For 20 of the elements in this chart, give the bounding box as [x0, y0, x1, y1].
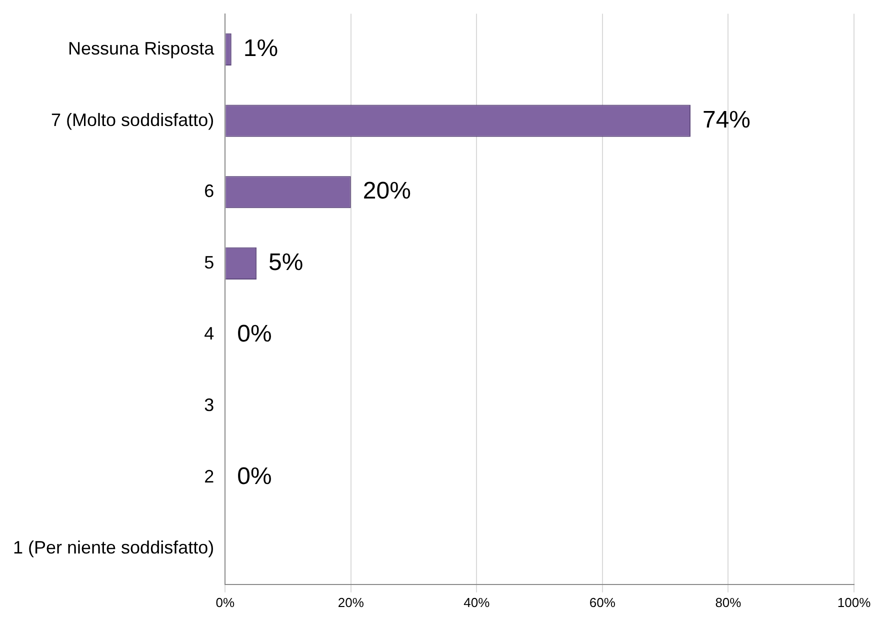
- y-tick-label: 2: [204, 466, 214, 486]
- data-label: 0%: [237, 463, 272, 490]
- x-tick-label: 0%: [216, 594, 235, 610]
- x-tick-label: 100%: [837, 594, 872, 610]
- y-tick-label: 6: [204, 181, 214, 202]
- data-label: 20%: [362, 178, 411, 205]
- y-tick-label: 3: [204, 395, 214, 416]
- data-label: 74%: [702, 106, 751, 134]
- x-tick-label: 60%: [589, 594, 616, 610]
- y-tick-label: 1 (Per niente soddisfatto): [12, 538, 214, 558]
- data-label: 1%: [243, 35, 278, 62]
- data-label: 0%: [237, 320, 272, 348]
- x-tick-label: 20%: [338, 594, 364, 610]
- x-tick-label: 40%: [464, 594, 490, 610]
- y-tick-label: Nessuna Risposta: [68, 38, 216, 58]
- data-label: 5%: [268, 249, 304, 276]
- y-tick-label: 5: [204, 252, 214, 272]
- y-tick-label: 4: [204, 324, 214, 344]
- y-tick-label: 7 (Molto soddisfatto): [51, 110, 214, 130]
- x-tick-label: 80%: [715, 594, 742, 610]
